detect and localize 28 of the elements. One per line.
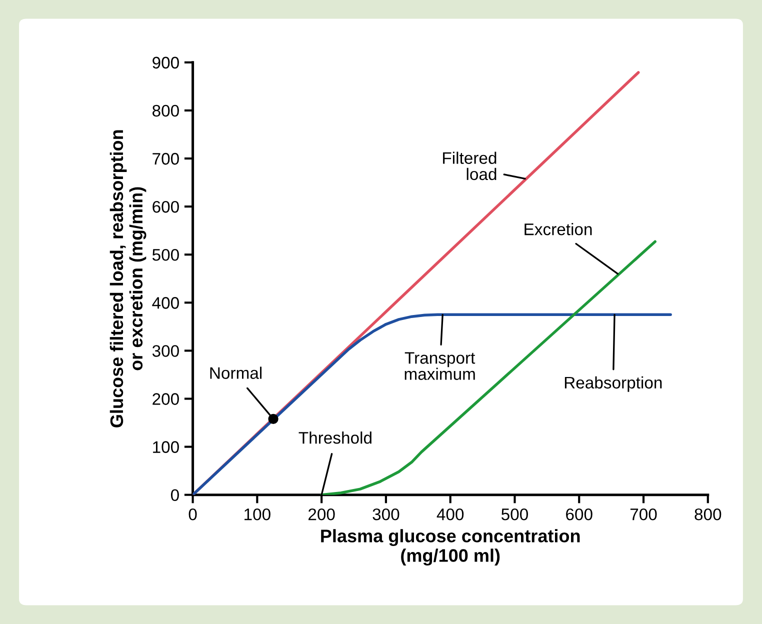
x-tick-label: 300 [372,508,400,520]
y-tick-label: 100 [153,441,179,453]
y-tick-label: 900 [152,56,179,69]
y-tick-label: 500 [152,248,179,261]
x-tick-label: 700 [630,508,657,520]
y-tick-label: 300 [152,345,179,357]
x-axis-title: Plasma glucose concentration (mg/100 ml) [321,529,580,566]
annotation: Reabsorption [564,376,662,392]
y-tick-label: 400 [152,297,179,309]
y-tick-label: 200 [152,393,179,405]
x-tick-label: 0 [188,508,197,520]
annotation: Threshold [298,432,372,444]
y-tick-label: 800 [152,104,179,117]
x-tick-label: 800 [694,508,722,520]
line-series [192,313,672,495]
x-tick-label: 400 [436,508,464,520]
annotation: Normal [210,366,262,379]
x-tick-label: 200 [308,508,335,520]
y-axis-title: Glucose filtered load, reabsorption or excretion (mg/min) [110,130,146,428]
x-tick-label: 600 [566,508,592,520]
annotation: Filtered load [443,152,496,180]
annotation: Excretion [524,222,592,236]
annotation: Transport maximum [404,352,476,380]
x-tick-label: 500 [501,508,528,520]
y-tick-label: 0 [170,489,179,502]
x-tick-label: 100 [244,508,270,520]
y-tick-label: 600 [152,200,179,213]
y-tick-label: 700 [152,152,179,165]
